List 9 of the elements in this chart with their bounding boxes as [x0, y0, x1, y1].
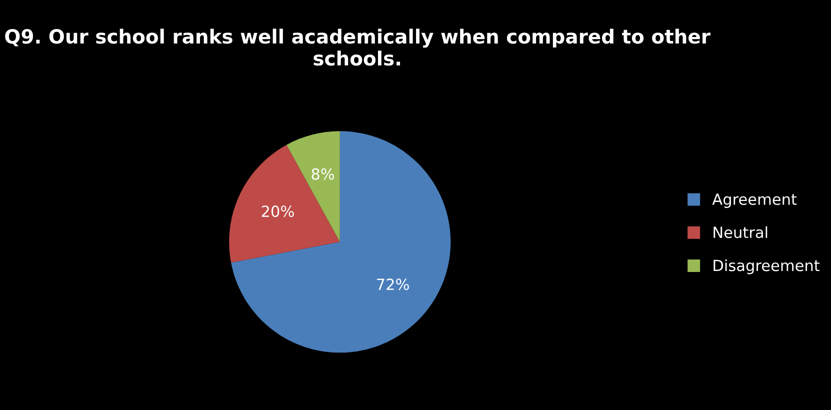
data-label: 72% — [377, 278, 409, 290]
legend-label: Neutral — [714, 226, 768, 238]
legend-label: Disagreement — [714, 259, 820, 274]
pie-slice — [229, 144, 340, 263]
chart-title: Q9. Our school ranks well academically when compared to other schools. — [5, 28, 710, 66]
data-label: 20% — [262, 206, 294, 218]
pie-slice — [231, 131, 451, 353]
legend-label: Agreement — [712, 194, 797, 208]
data-label: 8% — [312, 168, 334, 180]
